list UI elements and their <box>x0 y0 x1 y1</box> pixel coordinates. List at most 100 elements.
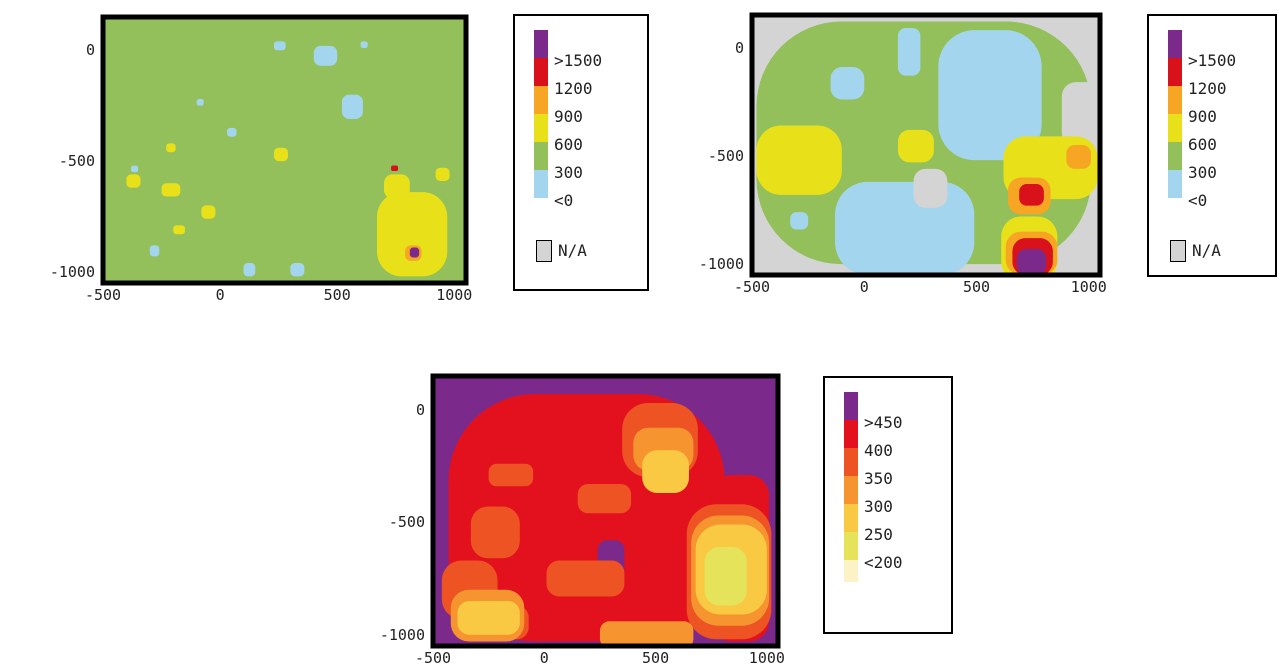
legend-label: 900 <box>554 107 583 126</box>
legend-swatch <box>1168 142 1182 170</box>
y-tick-label: -1000 <box>49 262 95 281</box>
heatmap-region <box>290 263 305 277</box>
legend-swatch <box>844 448 858 476</box>
heatmap-region <box>126 174 141 188</box>
legend-panel-b: >1500 1200 900 600 300 <0 N/A <box>1147 14 1277 277</box>
y-tick-label: -500 <box>58 152 95 171</box>
x-tick-label: 1000 <box>1070 278 1107 296</box>
heatmap-b-svg <box>749 12 1103 278</box>
heatmap-region <box>391 165 399 172</box>
legend-label: 300 <box>554 163 583 182</box>
legend-swatch <box>534 142 548 170</box>
heatmap-region <box>754 242 788 275</box>
heatmap-region <box>166 143 176 153</box>
legend-label: >1500 <box>1188 51 1237 70</box>
legend-label: 600 <box>1188 135 1217 154</box>
heatmap-panel-c: 0 -500 -1000 -500 0 500 1000 <box>330 360 810 666</box>
legend-label: 300 <box>1188 163 1217 182</box>
y-tick-label: -500 <box>388 513 425 532</box>
legend-swatch <box>844 420 858 448</box>
x-tick-label: 500 <box>642 649 670 667</box>
y-tick-label: -1000 <box>379 625 425 644</box>
legend-na-label: N/A <box>1192 241 1221 260</box>
heatmap-region <box>642 450 689 493</box>
plot-frame <box>749 12 1103 278</box>
heatmap-region <box>409 247 420 258</box>
heatmap-region <box>938 30 1042 161</box>
legend-swatch <box>844 392 858 420</box>
legend-swatch <box>844 560 858 582</box>
legend-swatch <box>1168 58 1182 86</box>
legend-na-label: N/A <box>558 241 587 260</box>
heatmap-region <box>273 147 289 162</box>
y-tick-label: 0 <box>734 38 744 57</box>
legend-swatch <box>534 170 548 198</box>
heatmap-region <box>161 183 181 197</box>
legend-swatch <box>1168 114 1182 142</box>
heatmap-region <box>897 129 934 163</box>
heatmap-region <box>913 168 948 208</box>
heatmap-region <box>227 127 237 137</box>
heatmap-region <box>384 174 410 199</box>
heatmap-region <box>599 621 694 646</box>
legend-panel-c: >450 400 350 300 250 <200 <box>823 376 953 634</box>
x-tick-label: -500 <box>733 278 771 296</box>
heatmap-region <box>756 125 842 195</box>
legend-label: 400 <box>864 441 893 460</box>
legend-label: >450 <box>864 413 903 432</box>
heatmap-region <box>201 205 216 219</box>
legend-label: >1500 <box>554 51 603 70</box>
legend-label: 250 <box>864 525 893 544</box>
heatmap-region <box>196 99 204 106</box>
heatmap-region <box>435 167 450 182</box>
heatmap-region <box>360 41 368 49</box>
legend-label: 900 <box>1188 107 1217 126</box>
legend-label: 300 <box>864 497 893 516</box>
x-tick-label: 0 <box>859 278 869 296</box>
heatmap-c-svg <box>430 373 781 649</box>
legend-swatch <box>534 86 548 114</box>
heatmap-region <box>173 225 185 235</box>
legend-swatch <box>844 532 858 560</box>
x-tick-label: 1000 <box>748 649 785 667</box>
y-tick-label: -500 <box>707 146 744 165</box>
legend-swatch <box>844 504 858 532</box>
heatmap-region <box>577 484 632 514</box>
heatmap-region <box>790 212 809 230</box>
x-tick-label: 1000 <box>436 286 473 304</box>
heatmap-region <box>377 192 448 277</box>
legend-label: <0 <box>1188 191 1208 210</box>
legend-na-swatch <box>536 240 552 262</box>
heatmap-region <box>313 45 338 66</box>
heatmap-region <box>341 94 363 119</box>
legend-na-swatch <box>1170 240 1186 262</box>
legend-label: 350 <box>864 469 893 488</box>
heatmap-region <box>704 547 747 606</box>
y-tick-label: 0 <box>415 400 425 419</box>
x-tick-label: -500 <box>414 649 452 667</box>
legend-swatch <box>534 58 548 86</box>
legend-swatch <box>844 476 858 504</box>
heatmap-region <box>470 506 520 559</box>
legend-label: 600 <box>554 135 583 154</box>
heatmap-region <box>830 67 865 100</box>
heatmap-a-svg <box>100 14 469 286</box>
heatmap-region <box>1061 82 1100 148</box>
plot-frame <box>430 373 781 649</box>
legend-swatch <box>534 30 548 58</box>
legend-label: 1200 <box>554 79 593 98</box>
x-tick-label: -500 <box>84 286 122 304</box>
heatmap-region <box>149 245 160 257</box>
heatmap-region <box>131 165 139 173</box>
x-tick-label: 0 <box>539 649 549 667</box>
legend-swatch <box>534 114 548 142</box>
legend-label: <200 <box>864 553 903 572</box>
heatmap-region <box>243 263 256 277</box>
x-tick-label: 500 <box>323 286 351 304</box>
heatmap-region <box>273 41 286 51</box>
heatmap-region <box>1066 145 1092 169</box>
legend-swatch <box>1168 30 1182 58</box>
x-tick-label: 0 <box>215 286 225 304</box>
legend-label: <0 <box>554 191 574 210</box>
heatmap-panel-b: 0 -500 -1000 -500 0 500 1000 <box>660 0 1140 320</box>
